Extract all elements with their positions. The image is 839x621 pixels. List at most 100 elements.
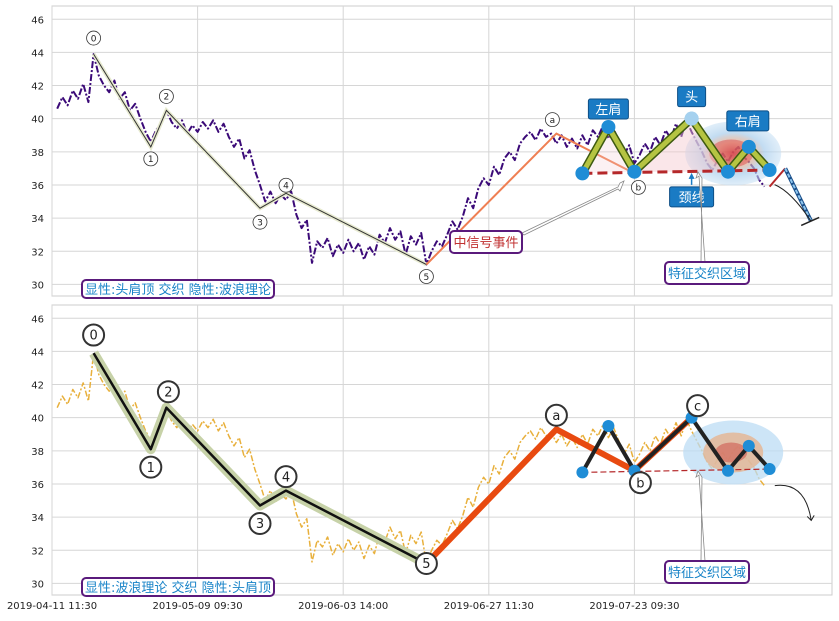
- wave-label-circle: [545, 112, 560, 127]
- hs-node: [763, 463, 776, 476]
- hs-shoulder-fill: [582, 127, 635, 174]
- hs-node: [575, 166, 590, 181]
- price-line: [56, 53, 766, 266]
- wave-label-circle: [544, 403, 568, 427]
- wave-label: b: [636, 184, 642, 194]
- hs-node: [576, 466, 589, 479]
- y-tick-label: 42: [31, 381, 44, 392]
- y-tick-label: 34: [31, 214, 44, 225]
- top-panel: 303234363840424446012345ab左肩头右肩颈线中信号事件特征…: [31, 5, 833, 299]
- hs-node: [762, 163, 777, 178]
- head-label: 头: [685, 91, 698, 106]
- wave-label: a: [552, 409, 560, 424]
- legend-box-text-box: [81, 279, 275, 299]
- y-tick-label: 46: [31, 314, 44, 325]
- forecast-up: [768, 167, 786, 188]
- wave-label: c: [694, 399, 701, 414]
- hs-node: [722, 464, 734, 477]
- wave-label-circle: [156, 380, 180, 404]
- y-tick-label: 44: [31, 347, 44, 358]
- right-shoulder-label: 右肩: [735, 114, 761, 130]
- signal-event-label: 中信号事件: [453, 236, 518, 251]
- hs-node: [601, 119, 616, 134]
- wave-label: b: [636, 476, 644, 491]
- hs-node: [627, 164, 642, 179]
- wave-label-circle: [278, 177, 294, 193]
- y-tick-label: 40: [31, 414, 44, 425]
- wave-label: 1: [148, 155, 154, 165]
- forecast-arrow-head: [806, 515, 815, 522]
- hs-node: [602, 419, 615, 432]
- wave-line: [92, 352, 427, 565]
- price-line: [56, 352, 765, 565]
- y-tick-label: 46: [31, 15, 44, 26]
- hs-node-highlight: [684, 111, 699, 126]
- wave-label: 0: [91, 34, 97, 44]
- wave-label: 5: [424, 273, 430, 283]
- wave-label: a: [550, 116, 556, 126]
- wave-label-circle: [86, 30, 101, 46]
- legend-box-text-box: [81, 577, 275, 597]
- forecast-arc: [774, 184, 812, 222]
- left-shoulder-label: 左肩: [595, 102, 621, 118]
- x-tick-label: 2019-05-09 09:30: [153, 601, 243, 612]
- neckline: [582, 168, 770, 175]
- head-label-box: [677, 86, 707, 108]
- y-tick-label: 42: [31, 82, 44, 93]
- y-tick-label: 36: [31, 480, 44, 491]
- wave-label-circle: [143, 151, 159, 167]
- wave-label-circle: [82, 323, 106, 347]
- y-tick-label: 32: [31, 546, 44, 557]
- x-tick-label: 2019-04-11 11:30: [7, 601, 97, 612]
- y-tick-label: 30: [31, 579, 44, 590]
- right-shoulder-label-box: [726, 110, 770, 132]
- forecast-arrow-head: [800, 216, 820, 227]
- wave-label-circle: [139, 455, 163, 479]
- wave-label: 0: [89, 329, 97, 344]
- hs-node: [721, 164, 735, 179]
- neckline-label: 颈线: [679, 191, 705, 206]
- wave-label-circle: [158, 89, 174, 104]
- legend-box-text: 显性:波浪理论 交织 隐性:头肩顶: [85, 580, 271, 596]
- y-tick-label: 44: [31, 48, 44, 59]
- y-tick-label: 34: [31, 513, 44, 524]
- hs-node: [741, 139, 756, 154]
- left-shoulder-label-box: [587, 98, 629, 120]
- wave-label: 3: [256, 517, 264, 532]
- x-axis: 2019-04-11 11:30 2019-05-09 09:30 2019-06-…: [7, 601, 680, 612]
- x-tick-label: 2019-06-27 11:30: [444, 601, 534, 612]
- wave-label-circle: [686, 394, 710, 418]
- y-tick-label: 40: [31, 115, 44, 126]
- wave-label: 4: [282, 470, 290, 485]
- neckline-arrow: [688, 172, 695, 179]
- x-tick-label: 2019-06-03 14:00: [298, 601, 388, 612]
- feature-zone-label: 特征交织区域: [668, 565, 746, 581]
- wave-label-circle: [631, 179, 646, 195]
- legend-box-text: 显性:头肩顶 交织 隐性:波浪理论: [85, 282, 271, 298]
- wave-label: 5: [422, 557, 430, 572]
- wave-label: 3: [257, 218, 263, 228]
- forecast-down-inner: [784, 167, 813, 222]
- signal-arrow: [521, 180, 625, 236]
- feature-zone-label-box: [664, 560, 750, 584]
- wave-line: [93, 53, 427, 265]
- y-tick-label: 36: [31, 181, 44, 192]
- wave-label-circle: [418, 269, 434, 284]
- bottom-panel: 303234363840424446012345abc特征交织区域显性:波浪理论…: [31, 304, 833, 597]
- wave-label-circle: [414, 552, 438, 576]
- wave-label-circle: [252, 214, 268, 230]
- signal-event-label-box: [449, 230, 523, 254]
- hs-node: [742, 439, 755, 452]
- wave-label: 2: [164, 93, 170, 103]
- wave-label: 2: [164, 385, 172, 400]
- wave-label-circle: [248, 512, 272, 536]
- y-tick-label: 30: [31, 280, 44, 291]
- feature-zone-label-box: [664, 261, 750, 285]
- y-tick-label: 38: [31, 148, 44, 159]
- x-tick-label: 2019-07-23 09:30: [589, 601, 679, 612]
- neckline-label-box: [669, 186, 715, 208]
- y-tick-label: 32: [31, 247, 44, 258]
- wave-label-circle: [274, 465, 298, 489]
